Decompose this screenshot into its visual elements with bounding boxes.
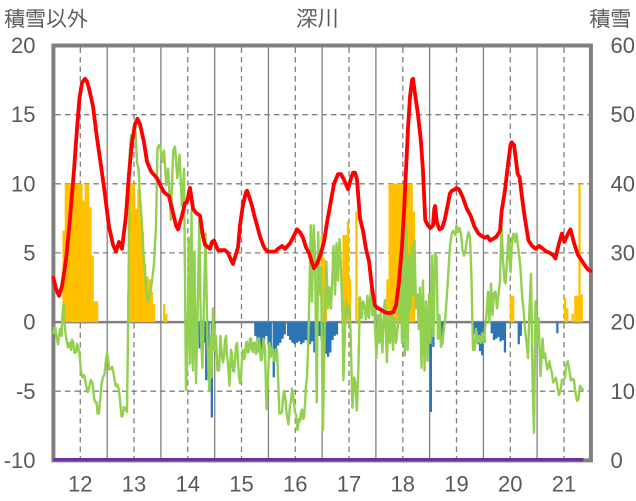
svg-text:18: 18 (391, 472, 415, 497)
svg-text:20: 20 (498, 472, 522, 497)
svg-text:40: 40 (611, 171, 635, 196)
svg-text:60: 60 (611, 33, 635, 58)
svg-text:15: 15 (229, 472, 253, 497)
svg-text:20: 20 (611, 310, 635, 335)
svg-text:-10: -10 (4, 448, 36, 473)
svg-text:-5: -5 (16, 379, 36, 404)
svg-text:0: 0 (23, 310, 35, 335)
svg-text:10: 10 (611, 379, 635, 404)
svg-text:0: 0 (611, 448, 623, 473)
svg-text:5: 5 (23, 241, 35, 266)
svg-text:21: 21 (552, 472, 576, 497)
svg-text:30: 30 (611, 241, 635, 266)
svg-text:19: 19 (444, 472, 468, 497)
svg-text:10: 10 (11, 171, 35, 196)
svg-text:14: 14 (176, 472, 200, 497)
svg-text:17: 17 (337, 472, 361, 497)
svg-text:16: 16 (283, 472, 307, 497)
svg-text:50: 50 (611, 102, 635, 127)
svg-text:13: 13 (122, 472, 146, 497)
svg-text:20: 20 (11, 33, 35, 58)
svg-text:15: 15 (11, 102, 35, 127)
svg-text:12: 12 (68, 472, 92, 497)
